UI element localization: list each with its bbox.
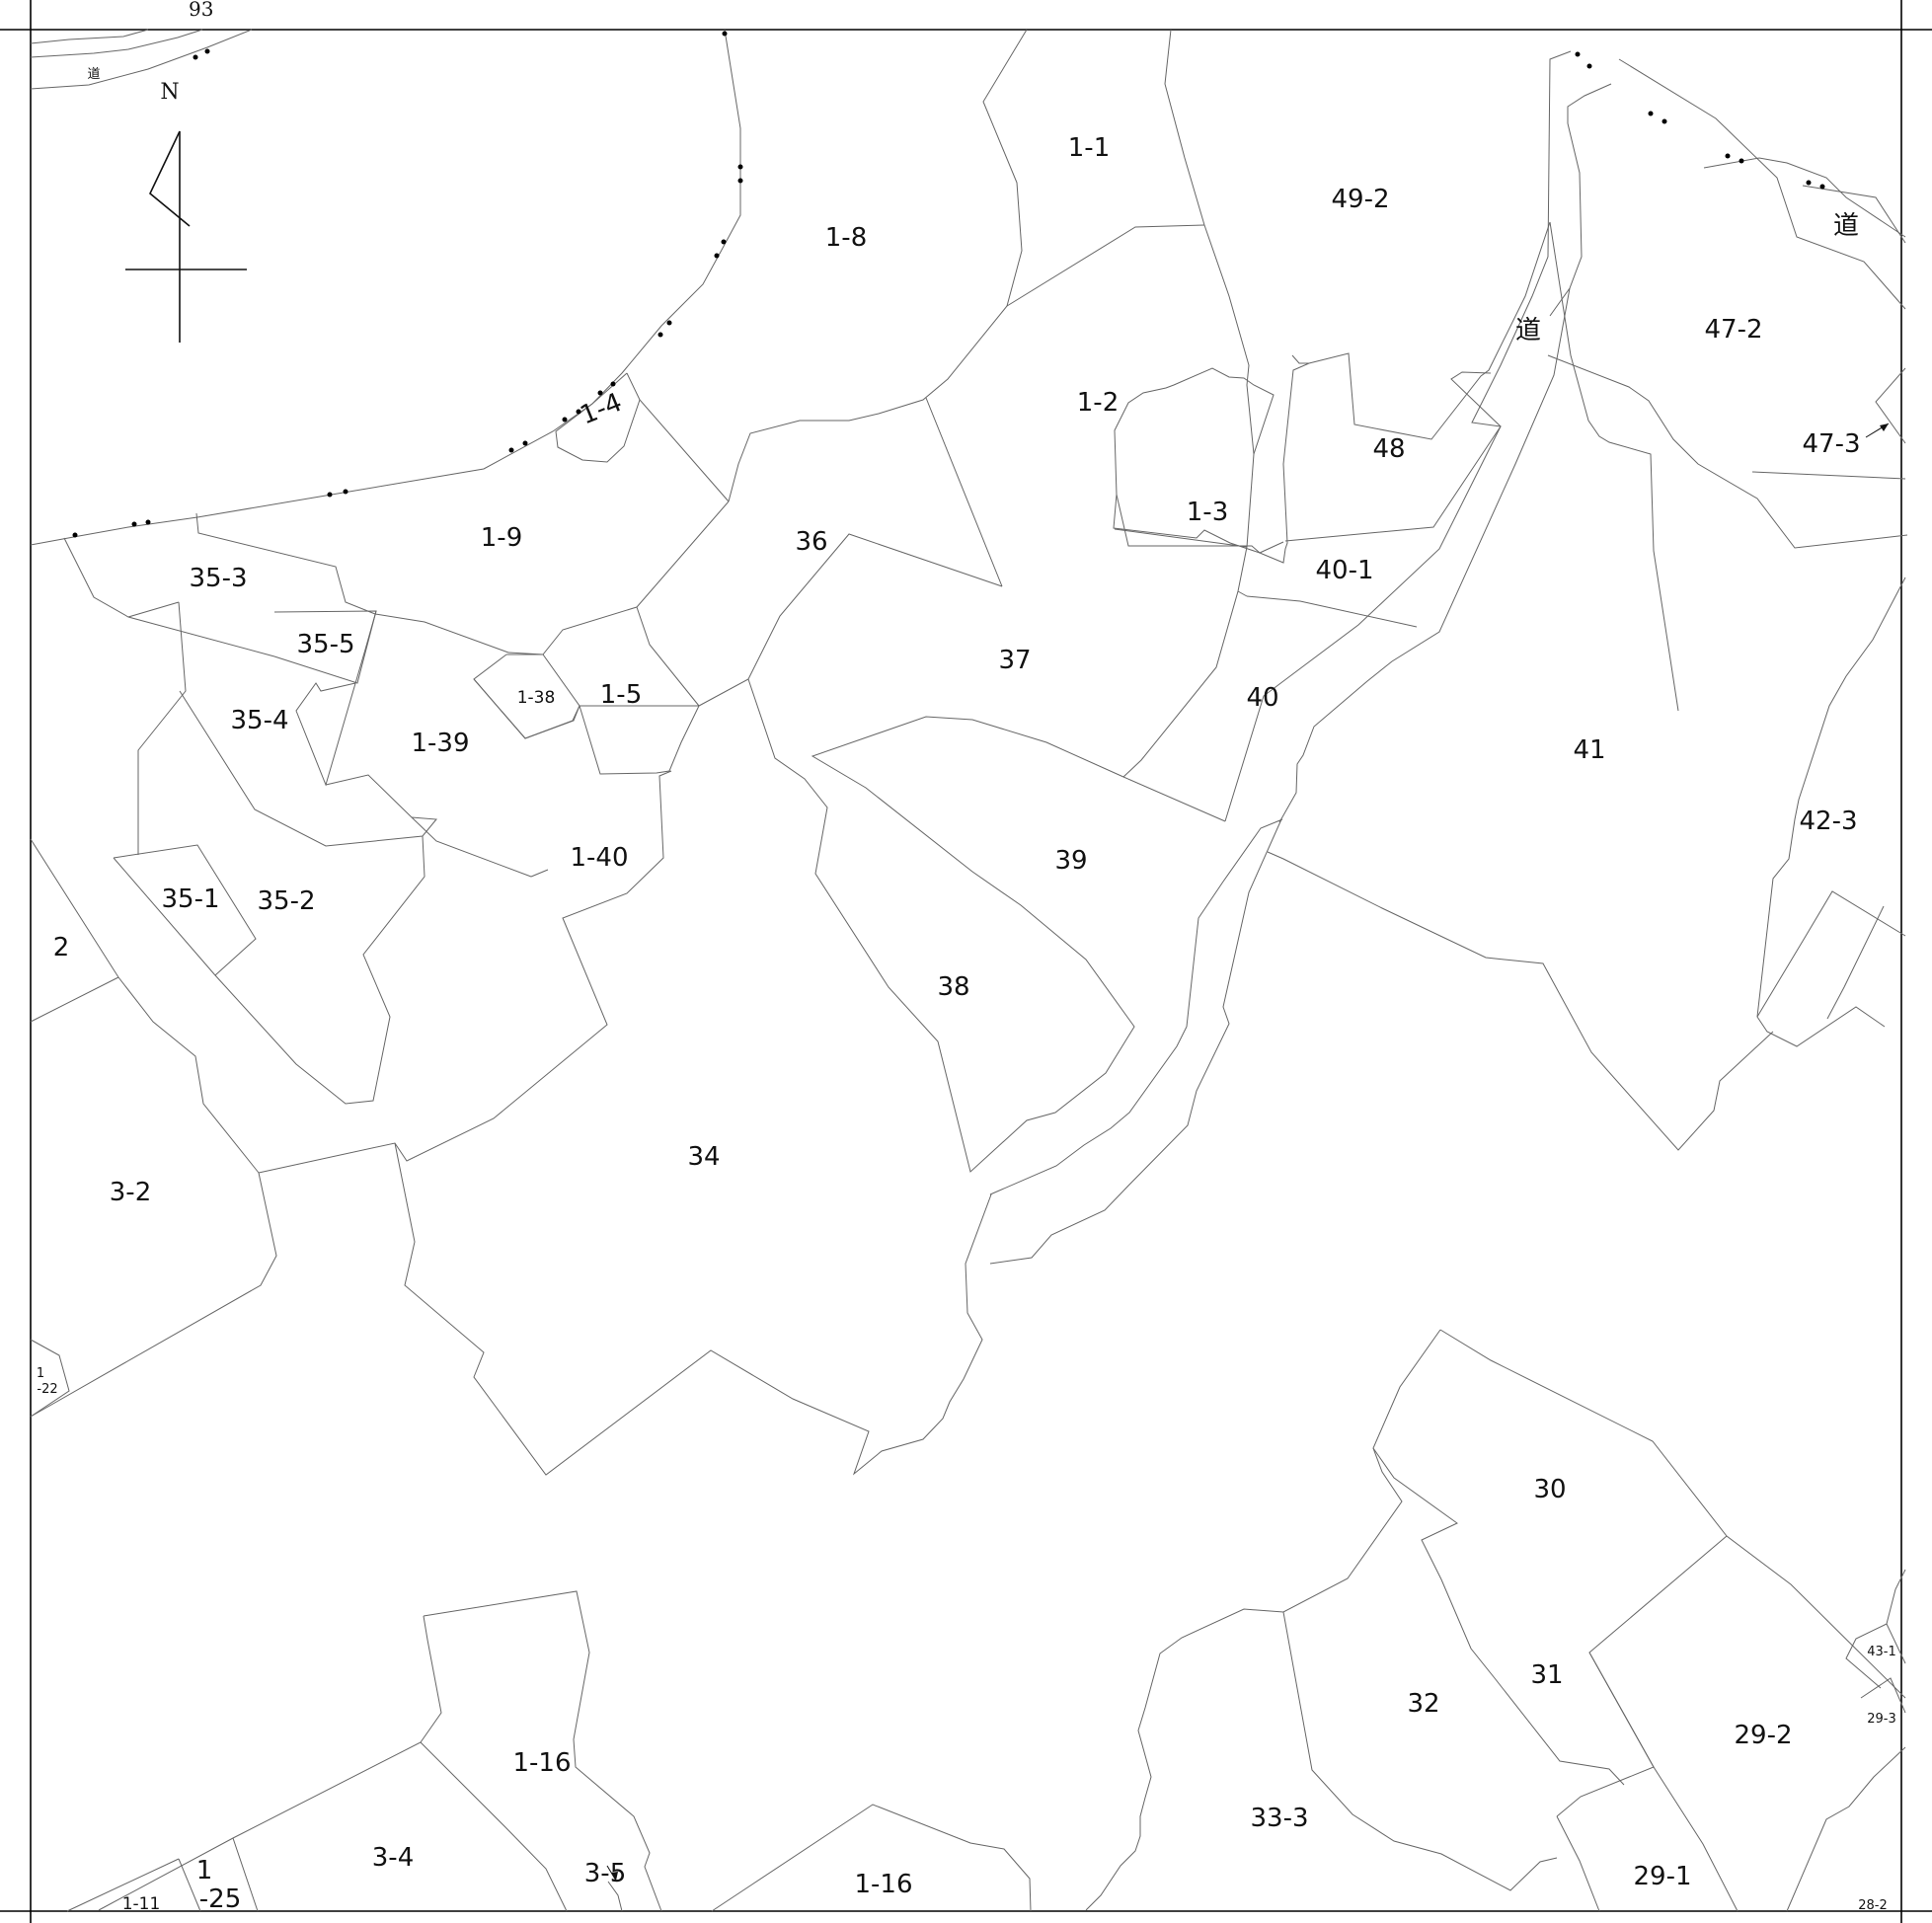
parcel-label: 30	[1533, 1475, 1566, 1504]
road-label: 道	[1515, 316, 1541, 346]
parcel-label: 29-2	[1734, 1721, 1792, 1750]
parcel-label: 47-3	[1802, 429, 1860, 459]
parcel-labels: 1-1 1-8 49-2 47-2 47-3 1-2 48 1-4 1-3 1-…	[37, 133, 1896, 1914]
parcel-label: 1-2	[1077, 388, 1119, 418]
parcel-label: 1-4	[577, 388, 627, 431]
parcel-label: 42-3	[1799, 807, 1857, 836]
parcel-label: 43-1	[1867, 1645, 1896, 1659]
parcel-label: 35-2	[257, 886, 315, 916]
parcel-label: 39	[1054, 846, 1087, 876]
parcel-label: 37	[998, 646, 1031, 675]
parcel-label: 34	[687, 1142, 720, 1172]
parcel-label: 31	[1530, 1660, 1563, 1690]
edge-number: 93	[189, 0, 213, 21]
parcel-label: 35-3	[189, 564, 247, 593]
parcel-label: 1-11	[122, 1894, 161, 1914]
parcel-label: 40-1	[1315, 556, 1373, 585]
parcel-label: 38	[937, 972, 969, 1002]
parcel-label: 2	[53, 933, 70, 962]
parcel-label: 47-2	[1704, 315, 1762, 345]
parcel-label: 1-39	[411, 729, 469, 758]
parcel-label: 1-1	[1068, 133, 1110, 163]
parcel-label: 41	[1573, 735, 1605, 765]
parcel-label: 1	[37, 1366, 44, 1381]
road-label: 道	[1833, 211, 1859, 241]
parcel-label: 35-1	[161, 885, 219, 914]
parcel-label: 33-3	[1250, 1804, 1308, 1833]
parcel-label: 1-16	[512, 1748, 571, 1778]
parcel-label: 3-5	[584, 1859, 626, 1888]
north-arrow: N	[125, 80, 247, 343]
parcel-label: 49-2	[1331, 185, 1389, 214]
parcel-label: 1-8	[825, 223, 867, 253]
road-labels: 道 道 道	[87, 67, 1859, 346]
parcel-label: 35-5	[296, 630, 354, 659]
boundary-markers	[72, 31, 1825, 538]
parcel-label: 3-2	[110, 1178, 151, 1207]
parcel-label: -25	[199, 1885, 241, 1914]
north-label: N	[160, 80, 179, 105]
parcel-label: 1-5	[600, 680, 642, 710]
parcel-label: 1-9	[481, 523, 522, 553]
road-label: 道	[87, 67, 100, 82]
parcel-label: 29-1	[1633, 1862, 1691, 1891]
parcel-label: 1-40	[570, 843, 628, 873]
parcel-label: 36	[795, 527, 827, 557]
parcel-label: 40	[1246, 683, 1278, 713]
parcel-label: -22	[37, 1382, 57, 1397]
parcel-label: 48	[1372, 434, 1405, 464]
parcel-label: 1-3	[1187, 498, 1228, 527]
parcel-label: 3-4	[372, 1843, 414, 1873]
parcel-label: 1-16	[854, 1870, 912, 1899]
parcel-label: 1-38	[517, 688, 556, 708]
parcel-label: 32	[1407, 1689, 1439, 1719]
top-edge-fragment: 93	[30, 0, 253, 90]
leader-arrows	[606, 423, 1890, 1882]
parcel-label: 29-3	[1867, 1712, 1896, 1727]
parcel-label: 1	[196, 1856, 213, 1885]
parcel-boundaries	[30, 29, 1908, 1912]
parcel-label: 35-4	[230, 706, 288, 735]
parcel-label: 28-2	[1858, 1898, 1888, 1913]
